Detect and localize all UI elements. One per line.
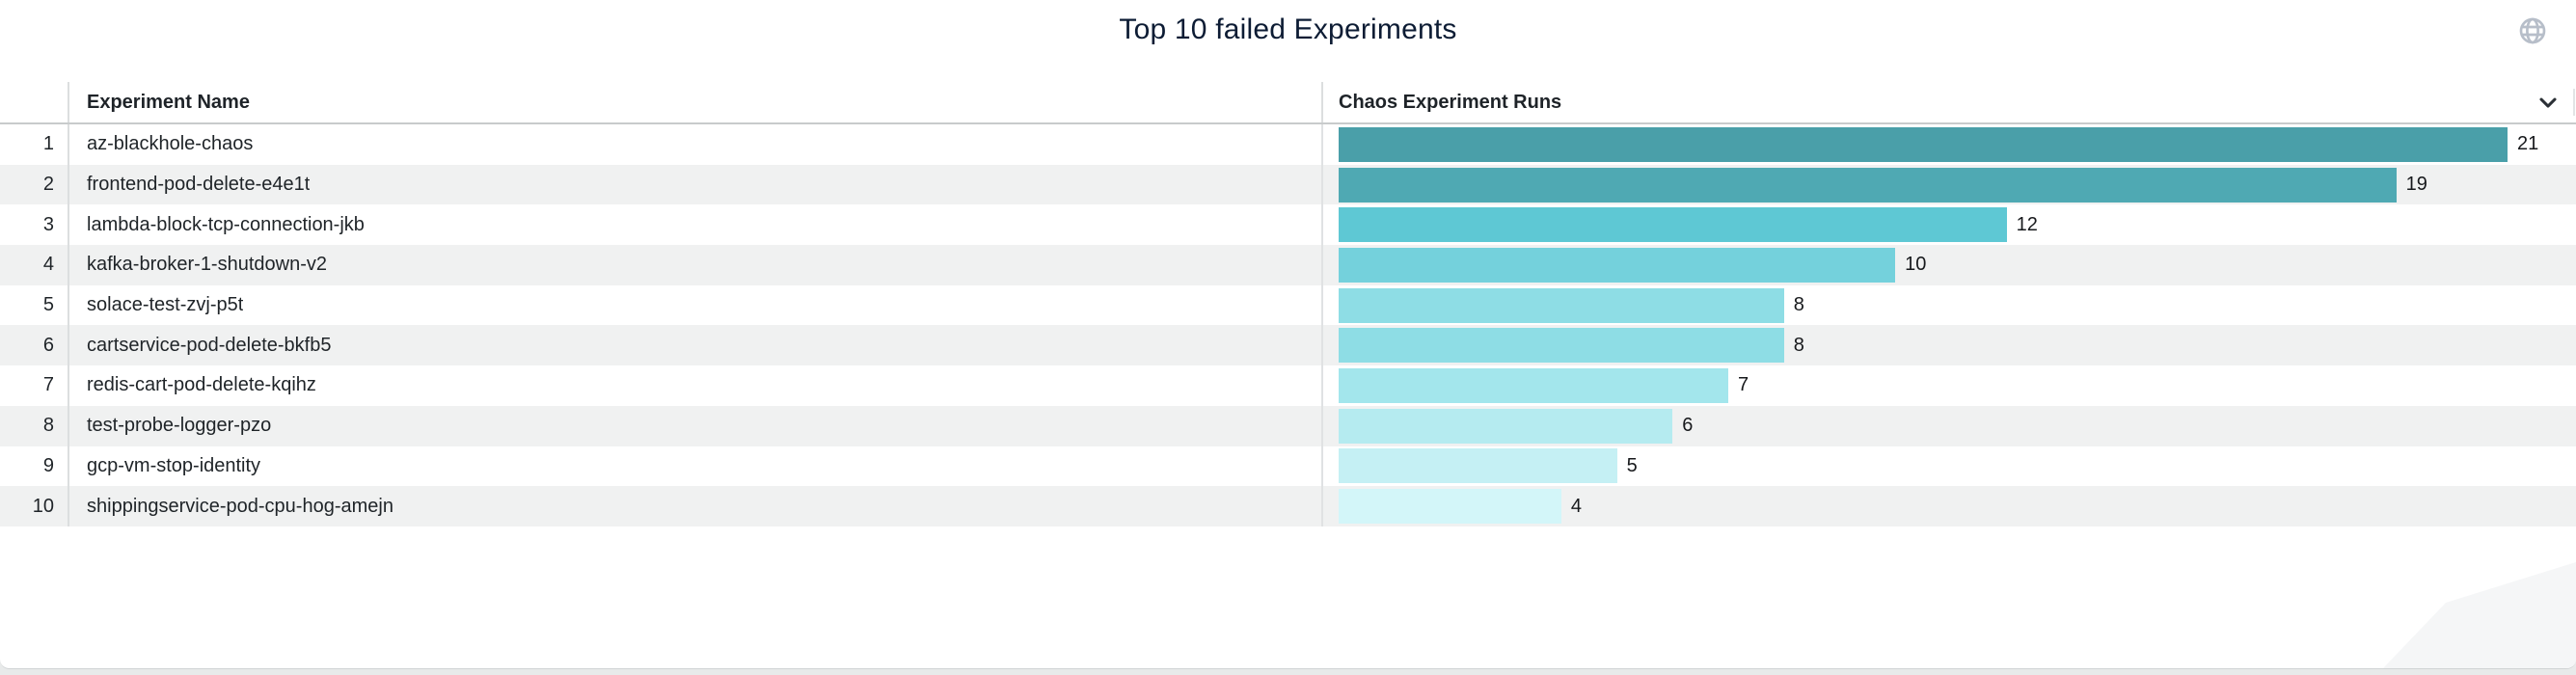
experiment-name-header-label: Experiment Name: [87, 91, 250, 113]
bar-value-label: 10: [1905, 254, 1927, 276]
experiment-name-cell: cartservice-pod-delete-bkfb5: [69, 325, 1323, 366]
experiment-name: kafka-broker-1-shutdown-v2: [87, 254, 327, 276]
table-rows: 1 az-blackhole-chaos 21 2 frontend-pod-d…: [0, 124, 2576, 526]
table-row: 3 lambda-block-tcp-connection-jkb 12: [0, 204, 2576, 246]
globe-icon: [2517, 15, 2548, 46]
table-header: Experiment Name Chaos Experiment Runs: [0, 82, 2576, 124]
experiment-name: shippingservice-pod-cpu-hog-amejn: [87, 495, 393, 517]
bar-value-label: 4: [1570, 495, 1583, 517]
bar[interactable]: [1339, 126, 2508, 162]
bar[interactable]: [1339, 287, 1784, 323]
bar[interactable]: [1339, 448, 1617, 484]
watermark: [2383, 562, 2576, 668]
bar-value-label: 5: [1626, 454, 1638, 476]
row-rank: 8: [0, 405, 69, 446]
table-row: 6 cartservice-pod-delete-bkfb5 8: [0, 325, 2576, 366]
bar[interactable]: [1339, 247, 1896, 283]
runs-column-header: Chaos Experiment Runs: [1323, 82, 2576, 122]
experiment-name-cell: kafka-broker-1-shutdown-v2: [69, 245, 1323, 285]
experiment-name-cell: gcp-vm-stop-identity: [69, 446, 1323, 487]
bar-value-label: 19: [2405, 174, 2427, 196]
bar[interactable]: [1339, 167, 2397, 202]
table-row: 5 solace-test-zvj-p5t 8: [0, 284, 2576, 326]
table-row: 2 frontend-pod-delete-e4e1t 19: [0, 164, 2576, 205]
row-rank: 5: [0, 284, 69, 326]
table-row: 1 az-blackhole-chaos 21: [0, 124, 2576, 165]
bar[interactable]: [1339, 207, 2007, 243]
bar-value-label: 7: [1738, 374, 1749, 396]
bar[interactable]: [1339, 328, 1784, 364]
experiment-name: solace-test-zvj-p5t: [87, 294, 244, 316]
bar-value-label: 21: [2517, 133, 2539, 155]
experiment-name-cell: lambda-block-tcp-connection-jkb: [69, 204, 1323, 246]
runs-cell: 8: [1323, 285, 2576, 326]
experiment-name: az-blackhole-chaos: [87, 133, 254, 155]
runs-cell: 21: [1323, 124, 2576, 165]
bar-value-label: 8: [1793, 334, 1804, 356]
title-bar: Top 10 failed Experiments: [0, 0, 2576, 82]
table-row: 9 gcp-vm-stop-identity 5: [0, 446, 2576, 487]
experiment-name: lambda-block-tcp-connection-jkb: [87, 213, 365, 235]
chevron-down-icon[interactable]: [2535, 89, 2562, 116]
runs-cell: 4: [1323, 486, 2576, 526]
bar-value-label: 8: [1793, 294, 1804, 316]
runs-cell: 5: [1323, 446, 2576, 487]
runs-header-label: Chaos Experiment Runs: [1339, 91, 1562, 113]
table-row: 7 redis-cart-pod-delete-kqihz 7: [0, 365, 2576, 406]
row-rank: 4: [0, 245, 69, 285]
experiment-name-cell: shippingservice-pod-cpu-hog-amejn: [69, 486, 1323, 526]
experiment-name: redis-cart-pod-delete-kqihz: [87, 374, 316, 396]
row-rank: 2: [0, 164, 69, 205]
rank-column-header: [0, 82, 69, 122]
runs-cell: 19: [1323, 165, 2576, 205]
row-rank: 10: [0, 486, 69, 526]
bar[interactable]: [1339, 367, 1728, 403]
table-row: 10 shippingservice-pod-cpu-hog-amejn 4: [0, 486, 2576, 526]
chart-title: Top 10 failed Experiments: [1119, 14, 1457, 45]
bar[interactable]: [1339, 408, 1673, 444]
runs-cell: 8: [1323, 325, 2576, 365]
bar-value-label: 6: [1682, 415, 1694, 437]
experiment-name-cell: az-blackhole-chaos: [69, 124, 1323, 165]
row-rank: 3: [0, 204, 69, 246]
experiment-name: frontend-pod-delete-e4e1t: [87, 174, 311, 196]
table-row: 8 test-probe-logger-pzo 6: [0, 405, 2576, 446]
table-row: 4 kafka-broker-1-shutdown-v2 10: [0, 245, 2576, 285]
runs-cell: 10: [1323, 245, 2576, 285]
row-rank: 9: [0, 446, 69, 487]
runs-cell: 6: [1323, 406, 2576, 446]
runs-cell: 12: [1323, 204, 2576, 245]
experiment-name-cell: redis-cart-pod-delete-kqihz: [69, 365, 1323, 406]
experiment-name-cell: test-probe-logger-pzo: [69, 405, 1323, 446]
experiments-table: Experiment Name Chaos Experiment Runs 1 …: [0, 82, 2576, 526]
experiment-name: test-probe-logger-pzo: [87, 415, 272, 437]
runs-cell: 7: [1323, 365, 2576, 406]
row-rank: 7: [0, 365, 69, 406]
experiment-name: gcp-vm-stop-identity: [87, 454, 261, 476]
row-rank: 6: [0, 325, 69, 366]
bar[interactable]: [1339, 489, 1561, 525]
row-rank: 1: [0, 124, 69, 165]
bar-value-label: 12: [2016, 213, 2038, 235]
experiment-name-cell: solace-test-zvj-p5t: [69, 284, 1323, 326]
experiment-name-cell: frontend-pod-delete-e4e1t: [69, 164, 1323, 205]
experiment-name: cartservice-pod-delete-bkfb5: [87, 334, 332, 356]
experiment-name-column-header: Experiment Name: [69, 82, 1323, 122]
